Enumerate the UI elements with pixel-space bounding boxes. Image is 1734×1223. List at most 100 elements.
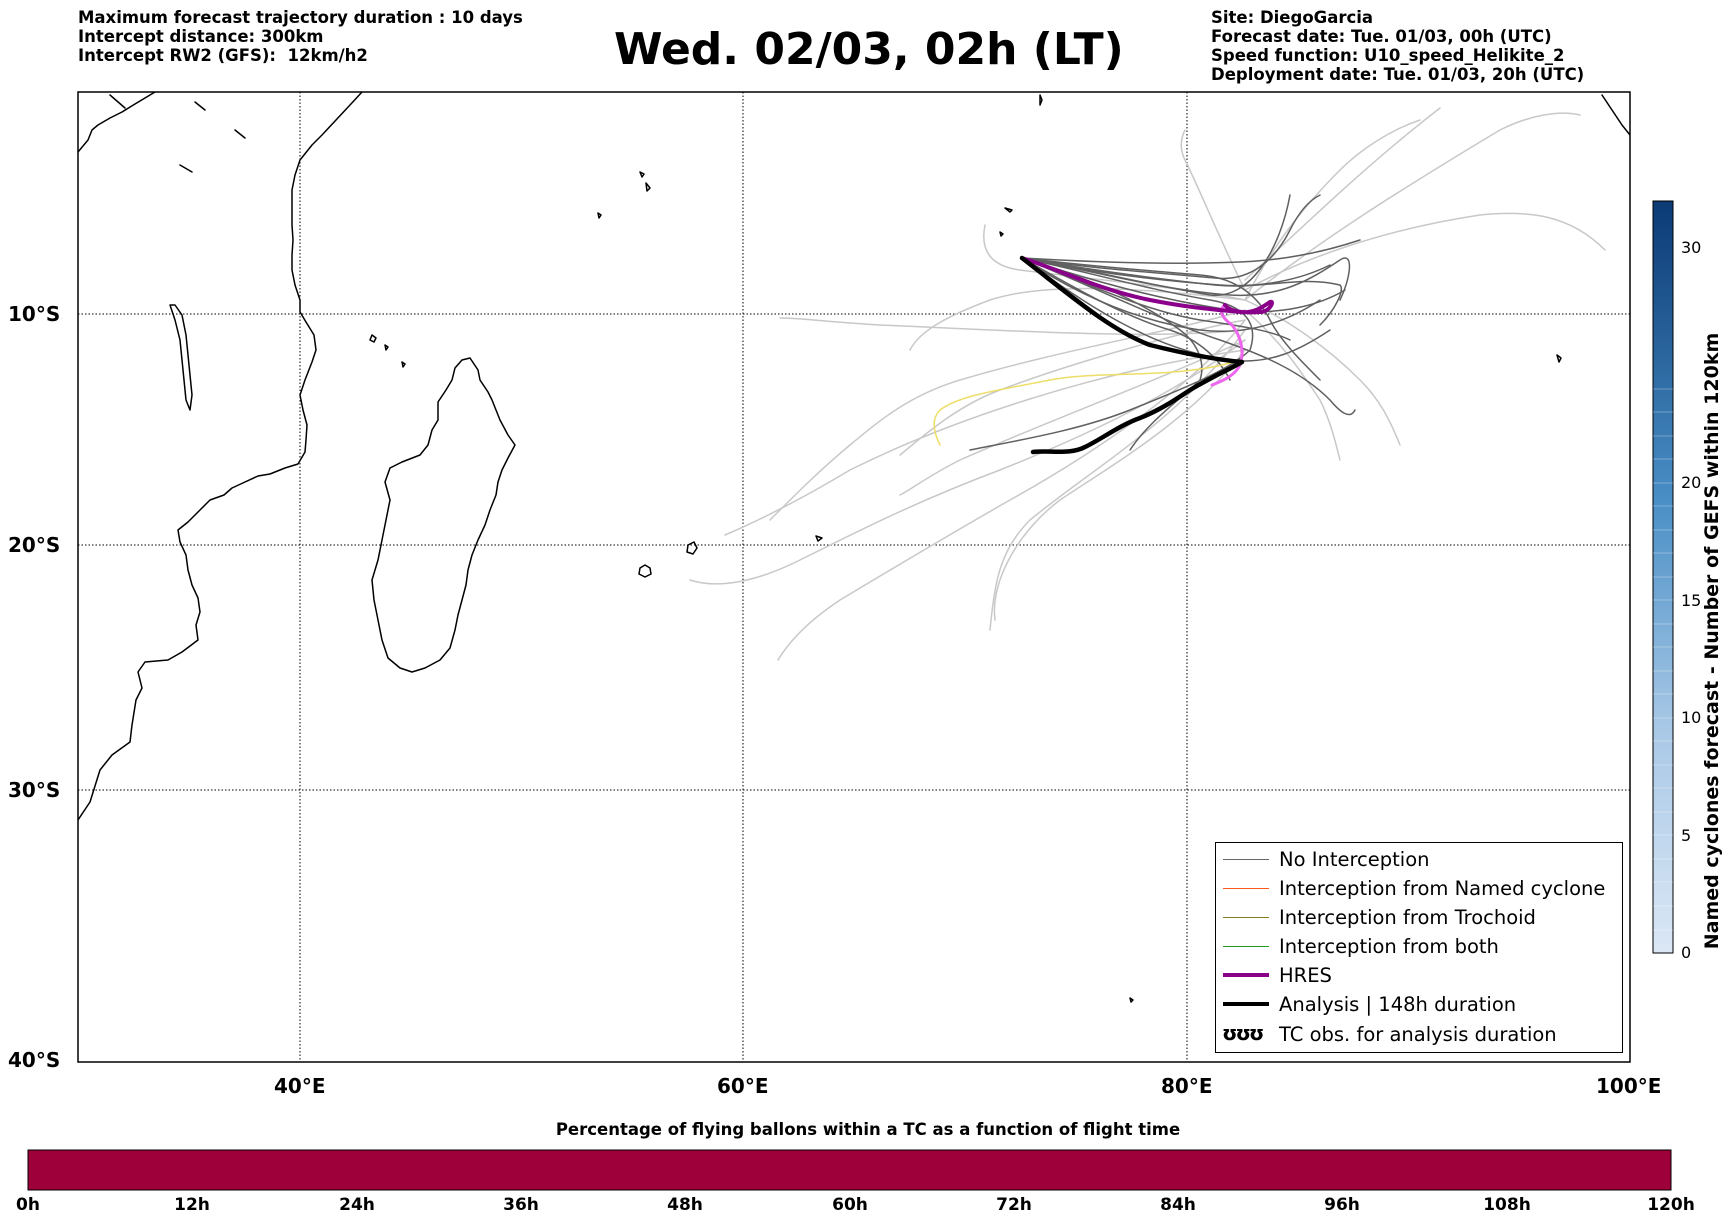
legend-item-named-cyclone: Interception from Named cyclone xyxy=(1216,874,1622,903)
legend-item-no-interception: No Interception xyxy=(1216,845,1622,874)
colorbar-tick-20: 20 xyxy=(1681,473,1702,492)
legend-item-trochoid: Interception from Trochoid xyxy=(1216,903,1622,932)
intercept-distance-text: Intercept distance: 300km xyxy=(78,27,324,46)
lon-label-100e: 100°E xyxy=(1596,1074,1662,1098)
africa-coastline xyxy=(78,92,363,821)
lon-label-40e: 40°E xyxy=(274,1074,326,1098)
legend-item-analysis: Analysis | 148h duration xyxy=(1216,990,1622,1019)
lon-label-60e: 60°E xyxy=(717,1074,769,1098)
light-trajectory xyxy=(1244,299,1401,446)
speed-function-text: Speed function: U10_speed_Helikite_2 xyxy=(1211,46,1565,65)
no-interception-trajectory xyxy=(969,257,1254,451)
legend-label: Analysis | 148h duration xyxy=(1279,993,1517,1016)
colorbar-bands xyxy=(1653,388,1673,931)
bottom-tick-48h: 48h xyxy=(667,1195,703,1215)
intercept-rw2-text: Intercept RW2 (GFS): 12km/h2 xyxy=(78,46,368,65)
no-interception-trajectory xyxy=(1021,257,1321,381)
legend-swatch xyxy=(1223,1002,1269,1006)
legend-label: Interception from Named cyclone xyxy=(1279,877,1606,900)
light-trajectory xyxy=(1244,112,1581,301)
no-interception-trajectory xyxy=(1021,239,1361,264)
lake-malawi xyxy=(169,304,193,411)
bottom-tick-0h: 0h xyxy=(16,1195,40,1215)
site-text: Site: DiegoGarcia xyxy=(1211,8,1374,27)
light-trajectory xyxy=(1180,129,1246,291)
light-trajectory xyxy=(689,339,1246,585)
colorbar-tick-0: 0 xyxy=(1681,943,1692,962)
colorbar-tick-30: 30 xyxy=(1681,238,1702,257)
lat-label-40s: 40°S xyxy=(8,1048,61,1072)
legend-label: Interception from Trochoid xyxy=(1279,906,1536,929)
legend-item-both: Interception from both xyxy=(1216,932,1622,961)
legend-label: HRES xyxy=(1279,964,1332,987)
tc-percentage-bar xyxy=(27,1149,1672,1191)
island-rodrigues xyxy=(815,535,823,542)
map-legend: No Interception Interception from Named … xyxy=(1215,842,1623,1053)
legend-swatch xyxy=(1223,888,1269,889)
lat-label-10s: 10°S xyxy=(8,302,61,326)
no-interception-trajectory xyxy=(1021,257,1356,416)
light-trajectory xyxy=(724,349,1246,536)
island-sumatra-tip xyxy=(1601,94,1630,136)
lat-label-20s: 20°S xyxy=(8,533,61,557)
island-seychelles xyxy=(597,171,651,219)
map-frame xyxy=(77,91,1631,1063)
light-trajectory xyxy=(899,339,1246,496)
hres-track xyxy=(1020,256,1274,315)
bottom-tick-36h: 36h xyxy=(503,1195,539,1215)
lat-label-30s: 30°S xyxy=(8,778,61,802)
no-interception-trajectory xyxy=(1021,257,1342,326)
deployment-date-text: Deployment date: Tue. 01/03, 20h (UTC) xyxy=(1211,65,1585,84)
legend-item-hres: HRES xyxy=(1216,961,1622,990)
hres-late-track xyxy=(1210,303,1244,387)
legend-item-tc-obs: ʊʊʊ TC obs. for analysis duration xyxy=(1216,1020,1622,1049)
bottom-tick-72h: 72h xyxy=(996,1195,1032,1215)
island-mauritius xyxy=(686,541,698,555)
colorbar-tick-5: 5 xyxy=(1681,826,1692,845)
bottom-tick-84h: 84h xyxy=(1160,1195,1196,1215)
bottom-tick-12h: 12h xyxy=(174,1195,210,1215)
no-interception-trajectory xyxy=(1021,257,1351,301)
legend-swatch xyxy=(1223,917,1269,918)
page-title: Wed. 02/03, 02h (LT) xyxy=(614,24,1124,75)
coast-somalia-bits xyxy=(109,94,246,173)
no-interception-trajectory xyxy=(1021,257,1321,332)
forecast-date-text: Forecast date: Tue. 01/03, 00h (UTC) xyxy=(1211,27,1552,46)
light-trajectory xyxy=(779,317,1246,336)
legend-swatch xyxy=(1223,946,1269,947)
bottom-tick-60h: 60h xyxy=(832,1195,868,1215)
map-gridlines xyxy=(78,92,1630,1062)
island-comoros xyxy=(369,334,406,368)
island-reunion xyxy=(638,564,652,578)
legend-label: No Interception xyxy=(1279,848,1430,871)
legend-swatch xyxy=(1223,973,1269,977)
light-trajectory xyxy=(769,309,1246,521)
bottom-tick-108h: 108h xyxy=(1483,1195,1531,1215)
arabia-coastline xyxy=(78,92,156,153)
island-maldives xyxy=(1039,94,1043,106)
colorbar-tick-15: 15 xyxy=(1681,591,1702,610)
light-trajectory xyxy=(1244,212,1606,291)
light-trajectory xyxy=(989,329,1246,631)
bottom-bar-title: Percentage of flying ballons within a TC… xyxy=(555,1120,1181,1139)
no-interception-trajectory xyxy=(1021,194,1321,280)
bottom-tick-24h: 24h xyxy=(339,1195,375,1215)
analysis-track xyxy=(1019,255,1245,455)
legend-swatch xyxy=(1223,859,1269,860)
lon-label-80e: 80°E xyxy=(1161,1074,1213,1098)
trochoid-faded-track xyxy=(933,359,1241,446)
coastlines xyxy=(78,92,1630,1003)
light-trajectory xyxy=(993,349,1246,621)
max-duration-text: Maximum forecast trajectory duration : 1… xyxy=(78,8,523,27)
island-amsterdam xyxy=(1129,997,1134,1003)
colorbar-tick-10: 10 xyxy=(1681,708,1702,727)
bottom-tick-96h: 96h xyxy=(1324,1195,1360,1215)
island-chagos xyxy=(999,207,1013,237)
colorbar-title: Named cyclones forecast - Number of GEFS… xyxy=(1701,332,1723,950)
legend-label: TC obs. for analysis duration xyxy=(1279,1023,1557,1046)
island-cocos xyxy=(1556,354,1562,363)
bottom-tick-120h: 120h xyxy=(1647,1195,1695,1215)
madagascar-coastline xyxy=(371,357,516,673)
light-trajectory xyxy=(909,287,1246,351)
tc-obs-symbol-icon: ʊʊʊ xyxy=(1222,1021,1264,1045)
